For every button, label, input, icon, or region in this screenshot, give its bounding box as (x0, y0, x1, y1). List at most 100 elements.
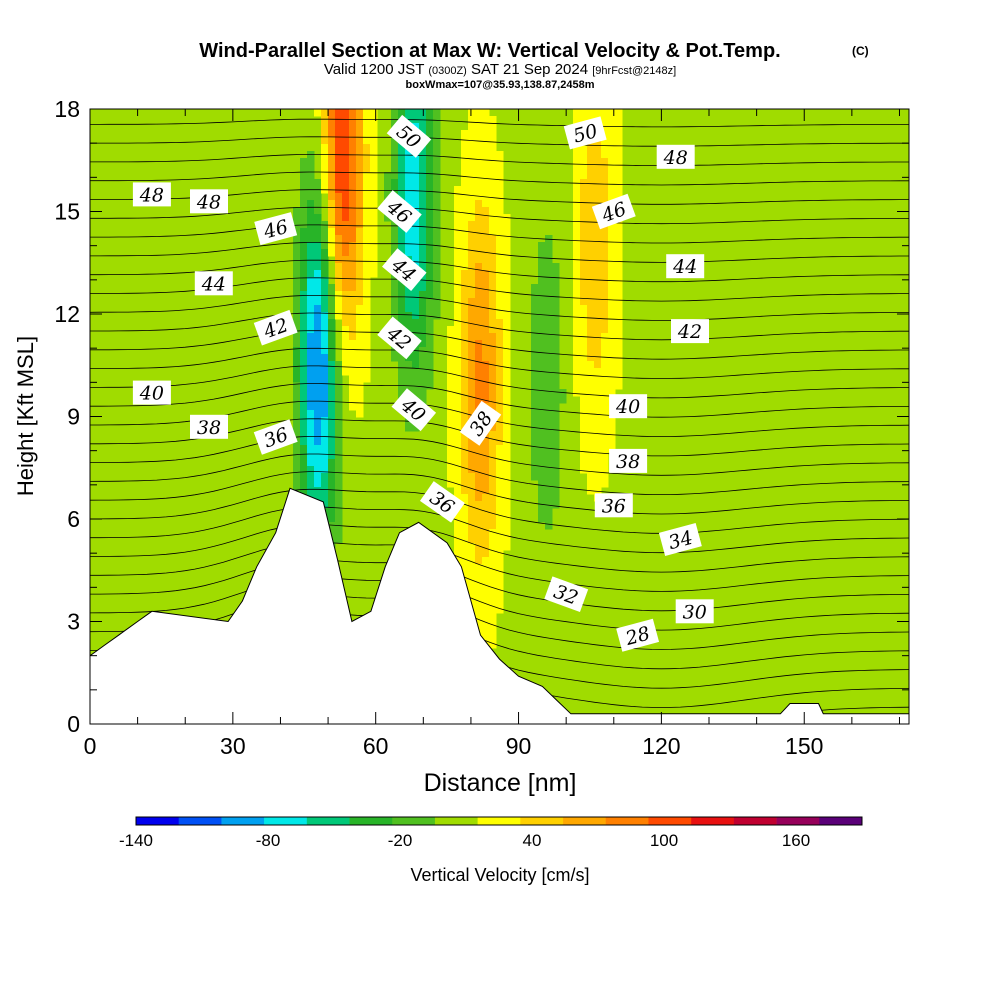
velocity-cell (545, 368, 553, 376)
velocity-cell (545, 298, 553, 306)
velocity-cell (580, 445, 588, 453)
velocity-cell (489, 193, 497, 201)
x-tick-label: 30 (220, 733, 246, 759)
velocity-cell (328, 305, 336, 313)
velocity-cell (293, 235, 301, 243)
velocity-cell (503, 354, 511, 362)
velocity-cell (587, 340, 595, 348)
velocity-cell (608, 361, 616, 369)
velocity-cell (447, 480, 455, 488)
velocity-cell (433, 298, 441, 306)
velocity-cell (454, 494, 462, 502)
velocity-cell (447, 375, 455, 383)
velocity-cell (468, 305, 476, 313)
velocity-cell (601, 403, 609, 411)
velocity-cell (349, 172, 357, 180)
velocity-cell (405, 298, 413, 306)
velocity-cell (503, 522, 511, 530)
velocity-cell (580, 382, 588, 390)
velocity-cell (503, 291, 511, 299)
velocity-cell (601, 333, 609, 341)
velocity-cell (468, 172, 476, 180)
velocity-cell (468, 340, 476, 348)
velocity-cell (335, 291, 343, 299)
theta-label-text: 42 (677, 321, 702, 343)
velocity-cell (545, 452, 553, 460)
velocity-cell (475, 536, 483, 544)
colorbar-tick-label: 100 (650, 831, 678, 850)
velocity-cell (328, 319, 336, 327)
velocity-cell (482, 116, 490, 124)
velocity-cell (328, 445, 336, 453)
velocity-cell (482, 228, 490, 236)
velocity-cell (496, 214, 504, 222)
colorbar-swatch (733, 817, 777, 825)
velocity-cell (587, 298, 595, 306)
velocity-cell (461, 340, 469, 348)
velocity-cell (398, 319, 406, 327)
velocity-cell (342, 305, 350, 313)
velocity-cell (419, 249, 427, 257)
velocity-cell (447, 361, 455, 369)
velocity-cell (433, 305, 441, 313)
y-axis-label: Height [Kft MSL] (13, 336, 38, 496)
velocity-cell (503, 389, 511, 397)
velocity-cell (300, 389, 308, 397)
velocity-cell (468, 277, 476, 285)
velocity-cell (454, 186, 462, 194)
velocity-cell (482, 529, 490, 537)
colorbar-swatch (264, 817, 308, 825)
velocity-cell (349, 123, 357, 131)
velocity-cell (307, 165, 315, 173)
velocity-cell (587, 221, 595, 229)
velocity-cell (426, 144, 434, 152)
velocity-cell (307, 487, 315, 495)
velocity-cell (433, 179, 441, 187)
velocity-cell (349, 130, 357, 138)
velocity-cell (496, 543, 504, 551)
velocity-cell (489, 613, 497, 621)
velocity-cell (580, 116, 588, 124)
velocity-cell (321, 179, 329, 187)
velocity-cell (426, 235, 434, 243)
velocity-cell (545, 263, 553, 271)
velocity-cell (370, 263, 378, 271)
velocity-cell (454, 403, 462, 411)
velocity-cell (503, 536, 511, 544)
velocity-cell (608, 165, 616, 173)
velocity-cell (461, 291, 469, 299)
velocity-cell (321, 333, 329, 341)
velocity-cell (300, 417, 308, 425)
velocity-cell (601, 291, 609, 299)
theta-label-text: 40 (615, 396, 640, 418)
velocity-cell (461, 417, 469, 425)
velocity-cell (454, 389, 462, 397)
velocity-cell (363, 193, 371, 201)
theta-label-text: 38 (197, 417, 221, 439)
velocity-cell (412, 326, 420, 334)
velocity-cell (356, 214, 364, 222)
y-tick-label: 3 (67, 609, 80, 635)
velocity-cell (342, 228, 350, 236)
velocity-cell (419, 333, 427, 341)
velocity-cell (468, 487, 476, 495)
theta-label-text: 38 (616, 451, 640, 473)
velocity-cell (356, 200, 364, 208)
velocity-cell (573, 284, 581, 292)
velocity-cell (496, 522, 504, 530)
velocity-cell (468, 116, 476, 124)
velocity-cell (538, 347, 546, 355)
velocity-cell (314, 109, 322, 117)
velocity-cell (314, 340, 322, 348)
velocity-cell (615, 382, 623, 390)
velocity-cell (531, 333, 539, 341)
velocity-cell (461, 508, 469, 516)
colorbar-swatch (434, 817, 478, 825)
velocity-cell (335, 473, 343, 481)
velocity-cell (335, 221, 343, 229)
velocity-cell (482, 270, 490, 278)
velocity-cell (587, 291, 595, 299)
velocity-cell (615, 130, 623, 138)
velocity-cell (468, 109, 476, 117)
velocity-cell (335, 494, 343, 502)
